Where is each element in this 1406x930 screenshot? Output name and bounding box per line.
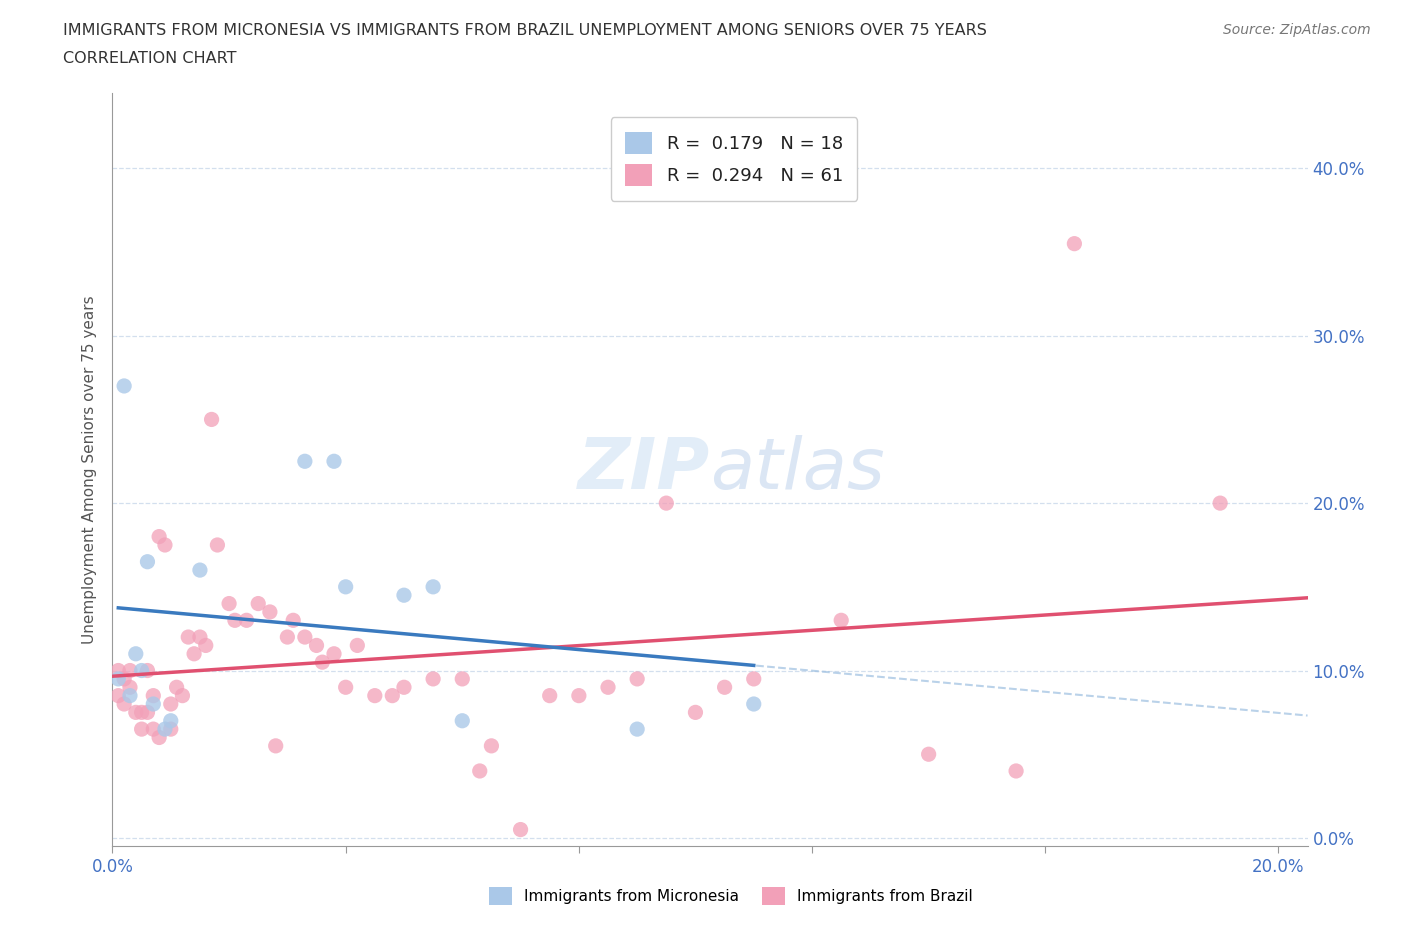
Point: [830, 613, 852, 628]
Point: [713, 680, 735, 695]
Point: [451, 713, 474, 728]
Point: [422, 579, 444, 594]
Point: [131, 722, 153, 737]
Point: [685, 705, 707, 720]
Point: [1005, 764, 1028, 778]
Text: CORRELATION CHART: CORRELATION CHART: [63, 51, 236, 66]
Point: [131, 663, 153, 678]
Y-axis label: Unemployment Among Seniors over 75 years: Unemployment Among Seniors over 75 years: [82, 296, 97, 644]
Point: [207, 538, 229, 552]
Point: [235, 613, 257, 628]
Point: [107, 688, 129, 703]
Point: [276, 630, 298, 644]
Point: [148, 730, 170, 745]
Point: [136, 663, 159, 678]
Point: [596, 680, 619, 695]
Point: [172, 688, 194, 703]
Point: [364, 688, 387, 703]
Point: [112, 671, 135, 686]
Point: [335, 579, 357, 594]
Point: [568, 688, 591, 703]
Point: [136, 705, 159, 720]
Point: [159, 722, 181, 737]
Point: [194, 638, 217, 653]
Point: [335, 680, 357, 695]
Point: [107, 671, 129, 686]
Text: Source: ZipAtlas.com: Source: ZipAtlas.com: [1223, 23, 1371, 37]
Point: [259, 604, 281, 619]
Point: [118, 680, 141, 695]
Point: [1209, 496, 1232, 511]
Point: [392, 588, 415, 603]
Point: [468, 764, 491, 778]
Point: [142, 722, 165, 737]
Point: [112, 697, 135, 711]
Text: ZIP: ZIP: [578, 435, 710, 504]
Point: [323, 454, 346, 469]
Point: [247, 596, 270, 611]
Point: [188, 630, 211, 644]
Point: [125, 646, 148, 661]
Point: [917, 747, 939, 762]
Point: [200, 412, 222, 427]
Point: [346, 638, 368, 653]
Point: [125, 705, 148, 720]
Legend: Immigrants from Micronesia, Immigrants from Brazil: Immigrants from Micronesia, Immigrants f…: [481, 879, 981, 913]
Point: [323, 646, 346, 661]
Point: [1063, 236, 1085, 251]
Point: [166, 680, 188, 695]
Point: [481, 738, 503, 753]
Point: [177, 630, 200, 644]
Point: [742, 671, 765, 686]
Point: [422, 671, 444, 686]
Point: [294, 454, 316, 469]
Point: [311, 655, 333, 670]
Point: [283, 613, 305, 628]
Point: [294, 630, 316, 644]
Point: [538, 688, 561, 703]
Point: [305, 638, 328, 653]
Point: [136, 554, 159, 569]
Point: [655, 496, 678, 511]
Point: [153, 538, 176, 552]
Point: [626, 671, 648, 686]
Point: [451, 671, 474, 686]
Point: [118, 663, 141, 678]
Point: [159, 697, 181, 711]
Point: [381, 688, 404, 703]
Point: [153, 722, 176, 737]
Point: [626, 722, 648, 737]
Point: [112, 379, 135, 393]
Text: atlas: atlas: [710, 435, 884, 504]
Point: [224, 613, 246, 628]
Legend: R =  0.179   N = 18, R =  0.294   N = 61: R = 0.179 N = 18, R = 0.294 N = 61: [610, 117, 858, 201]
Point: [218, 596, 240, 611]
Point: [159, 713, 181, 728]
Point: [742, 697, 765, 711]
Point: [509, 822, 531, 837]
Point: [131, 705, 153, 720]
Text: IMMIGRANTS FROM MICRONESIA VS IMMIGRANTS FROM BRAZIL UNEMPLOYMENT AMONG SENIORS : IMMIGRANTS FROM MICRONESIA VS IMMIGRANTS…: [63, 23, 987, 38]
Point: [183, 646, 205, 661]
Point: [148, 529, 170, 544]
Point: [118, 688, 141, 703]
Point: [392, 680, 415, 695]
Point: [264, 738, 287, 753]
Point: [142, 697, 165, 711]
Point: [107, 663, 129, 678]
Point: [142, 688, 165, 703]
Point: [188, 563, 211, 578]
